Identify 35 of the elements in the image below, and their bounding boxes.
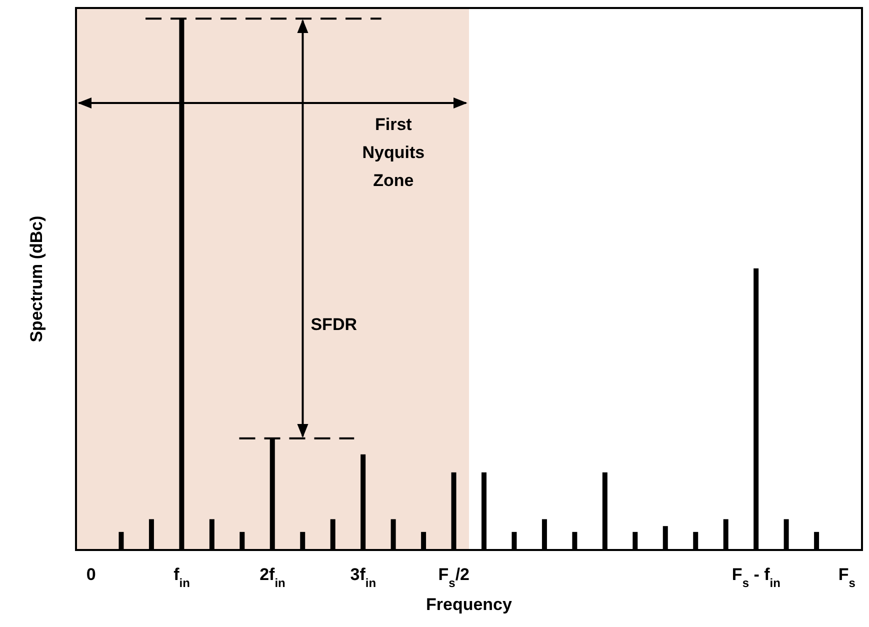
bar (814, 532, 820, 550)
bar (390, 519, 396, 550)
bar (330, 519, 336, 550)
bar (179, 18, 184, 550)
bar (482, 472, 486, 550)
bar (542, 519, 547, 550)
bar (209, 519, 214, 550)
bar (421, 532, 426, 550)
x-tick-label: F$_{s}$ (838, 565, 856, 590)
x-tick-label: 0 (86, 565, 96, 584)
bar (662, 526, 668, 550)
bar (693, 532, 698, 550)
x-tick-label: F$_{s}$ - f$_{in}$ (732, 565, 780, 590)
bar (723, 519, 728, 550)
x-tick-label: f$_{in}$ (174, 565, 190, 590)
bar (360, 454, 366, 550)
bar (148, 519, 154, 550)
bar (572, 532, 578, 550)
x-tick-label: F$_{s}$/2 (438, 565, 470, 590)
bar (240, 532, 245, 550)
bar (451, 472, 456, 550)
bar (118, 532, 124, 550)
bar (602, 472, 608, 550)
bar (632, 532, 638, 550)
bar (270, 438, 275, 550)
y-axis-title: Spectrum (dBc) (27, 216, 46, 342)
x-tick-label: 2f$_{in}$ (260, 565, 286, 590)
bar (512, 532, 517, 550)
bar (300, 532, 306, 550)
bar (784, 519, 789, 550)
bar (754, 268, 759, 550)
x-tick-label: 3f$_{in}$ (350, 565, 376, 590)
x-axis-title: Frequency (426, 595, 513, 614)
annotation: First Nyquits Zone (362, 115, 425, 190)
annotation: SFDR (310, 315, 358, 334)
